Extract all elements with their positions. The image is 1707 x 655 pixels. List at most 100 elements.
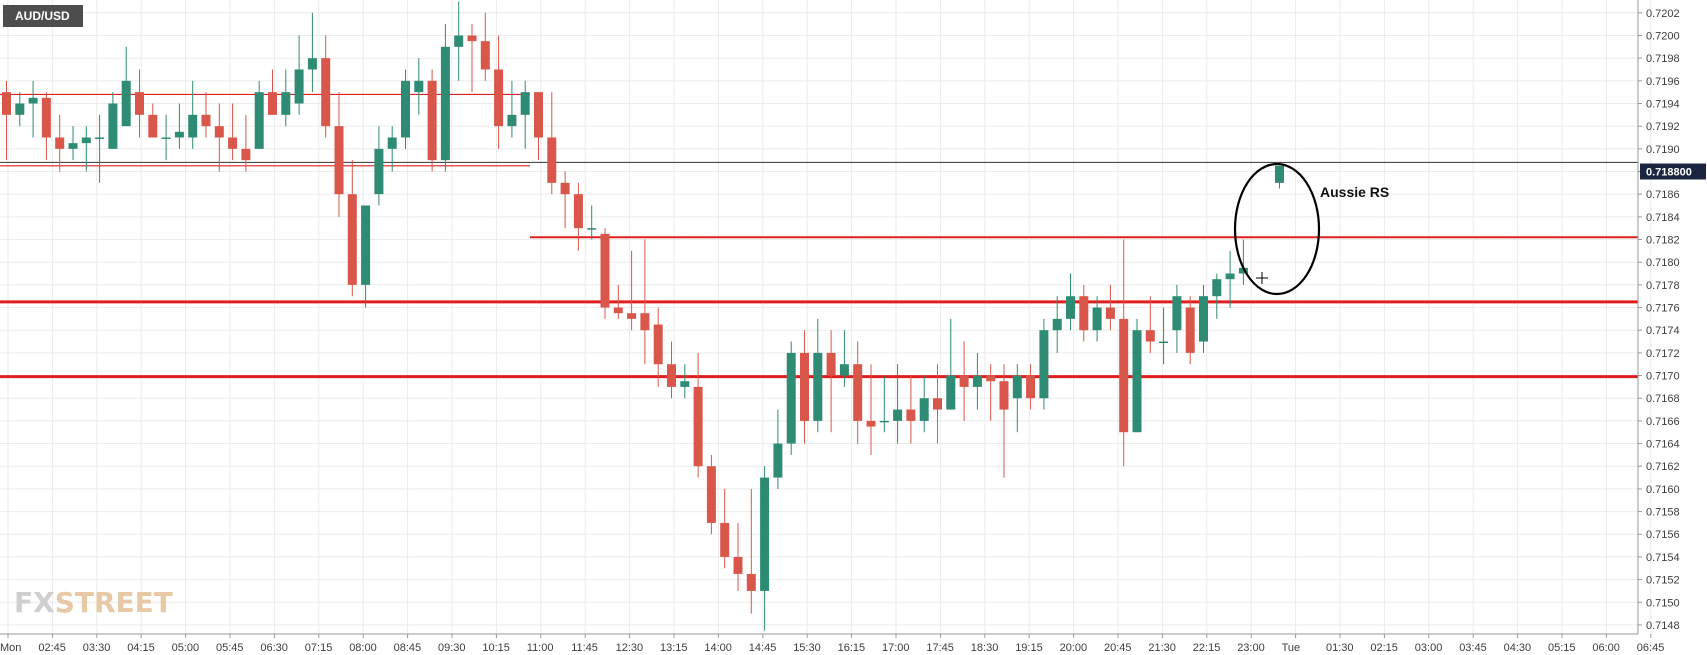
- y-tick-label: 0.7196: [1646, 76, 1680, 88]
- y-tick-label: 0.7184: [1646, 212, 1680, 224]
- candle: [41, 92, 51, 161]
- candle: [839, 330, 849, 387]
- candle: [813, 318, 823, 433]
- candle: [1092, 296, 1102, 342]
- candle: [228, 103, 238, 161]
- candle-body: [839, 364, 849, 376]
- candle-body: [241, 148, 251, 161]
- candle-body: [1212, 279, 1222, 297]
- candle-body: [294, 69, 304, 104]
- y-tick-label: 0.7192: [1646, 121, 1680, 133]
- candle-body: [41, 97, 51, 138]
- x-tick-label: 12:30: [616, 642, 644, 654]
- x-tick-label: 11:45: [571, 642, 598, 654]
- candle-body: [653, 324, 663, 365]
- y-tick-label: 0.7154: [1646, 552, 1680, 564]
- candle: [361, 205, 371, 308]
- x-tick-label: 01:30: [1326, 642, 1354, 654]
- candle: [241, 114, 251, 172]
- candle: [454, 1, 464, 81]
- x-tick-label: 05:15: [1548, 642, 1576, 654]
- candle: [1145, 296, 1155, 353]
- annotation-label: Aussie RS: [1320, 184, 1390, 200]
- candle: [1159, 307, 1169, 365]
- candle: [919, 375, 929, 433]
- candle-body: [480, 41, 490, 70]
- y-tick-label: 0.7152: [1646, 575, 1680, 587]
- candle-body: [148, 114, 158, 138]
- grid-lines: [0, 0, 1652, 634]
- candle: [334, 92, 344, 217]
- candle: [1039, 318, 1049, 410]
- x-tick-label: 18:30: [971, 642, 999, 654]
- candle-body: [307, 58, 317, 70]
- x-tick-label: 13:15: [660, 642, 688, 654]
- candle-body: [933, 398, 942, 410]
- candle: [906, 375, 916, 444]
- candle-body: [15, 103, 25, 115]
- y-tick-label: 0.7178: [1646, 280, 1680, 292]
- candle-body: [174, 131, 184, 138]
- x-tick-label: 16:15: [838, 642, 866, 654]
- x-tick-label: 04:30: [1504, 642, 1532, 654]
- candle: [680, 364, 690, 399]
- fxstreet-logo: FXSTREET: [14, 586, 173, 619]
- candle-body: [946, 375, 956, 410]
- x-tick-label: 19:15: [1015, 642, 1043, 654]
- candle-body: [986, 375, 996, 382]
- candle: [959, 341, 969, 421]
- candle: [1212, 273, 1222, 319]
- x-tick-label: 06:45: [1637, 642, 1665, 654]
- annotations: [1233, 162, 1321, 296]
- x-tick-label: Mon: [0, 642, 21, 654]
- candle: [560, 171, 570, 229]
- candle-body: [627, 313, 637, 319]
- candle: [294, 35, 304, 115]
- candle: [1105, 284, 1115, 331]
- candle: [866, 364, 876, 455]
- candle: [879, 375, 889, 433]
- candle: [281, 69, 291, 127]
- candle: [401, 69, 410, 149]
- candle: [214, 103, 224, 172]
- candle: [720, 488, 730, 569]
- candle-body: [201, 114, 211, 127]
- x-tick-label: 14:00: [704, 642, 732, 654]
- candle: [746, 488, 756, 614]
- candle-body: [427, 80, 437, 161]
- candle-body: [1145, 330, 1155, 342]
- candle-body: [321, 58, 331, 127]
- candle-body: [387, 137, 397, 149]
- candle-body: [1066, 296, 1075, 319]
- candle-body: [1199, 296, 1208, 342]
- candle-body: [1039, 330, 1049, 399]
- candle-body: [95, 137, 105, 139]
- candle: [1066, 273, 1075, 331]
- candle-body: [1026, 375, 1036, 399]
- candle-body: [866, 420, 876, 427]
- candle: [268, 69, 277, 115]
- candle-body: [547, 137, 557, 183]
- x-tick-label: 08:45: [394, 642, 422, 654]
- candle: [81, 126, 91, 172]
- candle: [600, 228, 610, 319]
- x-tick-label: 14:45: [749, 642, 777, 654]
- candle-body: [534, 92, 543, 138]
- candle: [1026, 364, 1036, 410]
- x-tick-label: 06:00: [1592, 642, 1620, 654]
- candle: [760, 466, 770, 631]
- candle: [653, 307, 663, 387]
- candle-body: [81, 137, 91, 144]
- candle-body: [680, 381, 690, 387]
- candle-body: [773, 443, 783, 478]
- candle: [1225, 250, 1235, 308]
- candle-body: [1225, 273, 1235, 280]
- y-tick-label: 0.7198: [1646, 53, 1680, 65]
- candle: [933, 364, 942, 444]
- symbol-badge[interactable]: AUD/USD: [3, 5, 83, 27]
- candle: [188, 80, 198, 149]
- x-tick-label: 17:00: [882, 642, 910, 654]
